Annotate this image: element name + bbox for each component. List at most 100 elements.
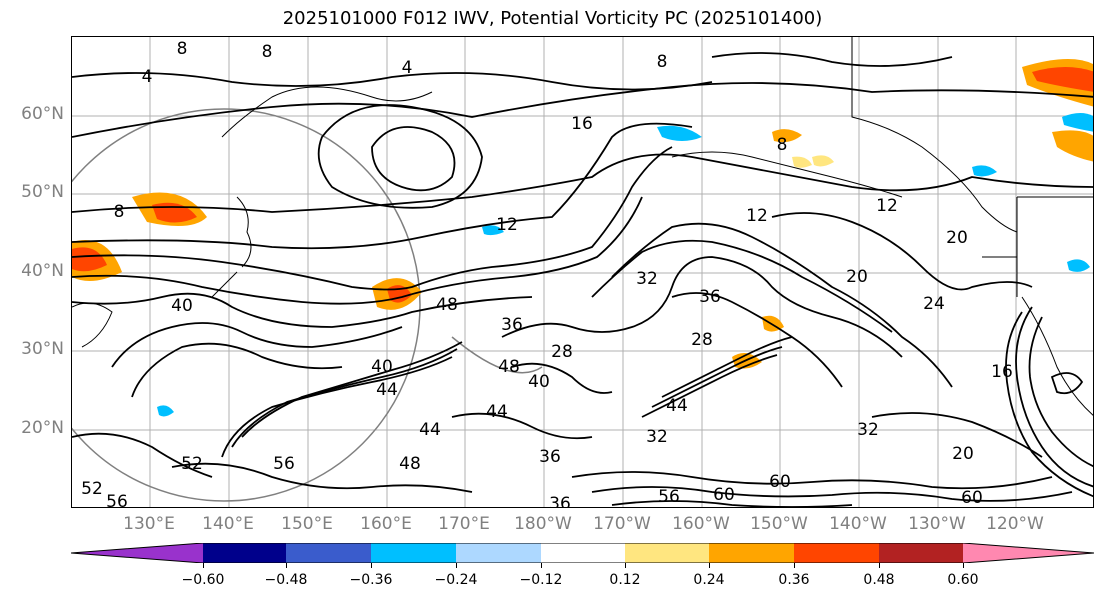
iwv-contours bbox=[72, 52, 1093, 507]
contour-label: 4 bbox=[402, 58, 413, 78]
contour-label: 36 bbox=[549, 494, 571, 508]
colorbar-tick-label: 0.36 bbox=[778, 572, 810, 588]
contour-label: 32 bbox=[857, 420, 879, 440]
contour-label: 16 bbox=[991, 362, 1013, 382]
lon-label-120w: 120°W bbox=[986, 514, 1044, 534]
contour-label: 40 bbox=[371, 357, 393, 377]
contour-label: 56 bbox=[273, 454, 295, 474]
contour-label: 48 bbox=[498, 357, 520, 377]
contour-label: 52 bbox=[181, 454, 203, 474]
contour-label: 60 bbox=[769, 472, 791, 492]
contour-label: 60 bbox=[713, 485, 735, 505]
colorbar-tick-label: 0.48 bbox=[863, 572, 895, 588]
contour-label: 16 bbox=[571, 114, 593, 134]
colorbar-segment bbox=[625, 543, 709, 563]
contour-label: 12 bbox=[876, 196, 898, 216]
shade-yellow bbox=[792, 156, 812, 168]
colorbar-tick-label: 0.24 bbox=[693, 572, 725, 588]
contour-label: 56 bbox=[106, 492, 128, 508]
lon-label-140w: 140°W bbox=[829, 514, 887, 534]
contour-label: 56 bbox=[658, 487, 680, 507]
contour-label: 48 bbox=[436, 295, 458, 315]
contour-label: 8 bbox=[777, 135, 788, 155]
graticule bbox=[72, 37, 1093, 507]
contour-label: 20 bbox=[952, 444, 974, 464]
map-panel: 8 4 8 4 16 8 8 8 12 12 12 20 20 24 40 48… bbox=[71, 36, 1094, 508]
shade-blue bbox=[657, 125, 702, 141]
contour-label: 28 bbox=[551, 342, 573, 362]
colorbar-segment bbox=[963, 543, 1094, 563]
contour-label: 40 bbox=[528, 372, 550, 392]
contour-label: 8 bbox=[177, 39, 188, 59]
contour-label: 8 bbox=[657, 52, 668, 72]
shade-blue bbox=[972, 165, 997, 177]
contour-label: 36 bbox=[501, 315, 523, 335]
contour-label: 20 bbox=[846, 267, 868, 287]
contour-label: 60 bbox=[961, 488, 983, 508]
shade-blue bbox=[482, 225, 504, 236]
colorbar-tickmark bbox=[456, 563, 457, 568]
colorbar-segment bbox=[71, 543, 203, 563]
lon-label-160w: 160°W bbox=[672, 514, 730, 534]
contour-label: 12 bbox=[746, 206, 768, 226]
lon-label-180w: 180°W bbox=[514, 514, 572, 534]
shade-red bbox=[72, 247, 107, 272]
shade-blue bbox=[1067, 259, 1090, 272]
shade-orange bbox=[1052, 130, 1093, 162]
lat-label-60n: 60°N bbox=[21, 104, 64, 124]
range-circle bbox=[72, 108, 543, 502]
lon-label-150e: 150°E bbox=[281, 514, 333, 534]
contour-label: 8 bbox=[114, 202, 125, 222]
colorbar-tickmark bbox=[879, 563, 880, 568]
colorbar-tick-label: −0.12 bbox=[519, 572, 563, 588]
contour-label: 12 bbox=[496, 215, 518, 235]
colorbar-tickmark bbox=[371, 563, 372, 568]
colorbar-segment bbox=[286, 543, 371, 563]
contour-label: 36 bbox=[699, 287, 721, 307]
lon-label-160e: 160°E bbox=[360, 514, 412, 534]
shade-yellow bbox=[812, 155, 834, 167]
contour-label: 32 bbox=[636, 269, 658, 289]
lon-label-170e: 170°E bbox=[438, 514, 490, 534]
colorbar-tick-label: 0.12 bbox=[609, 572, 641, 588]
colorbar-segment bbox=[456, 543, 541, 563]
contour-label: 20 bbox=[946, 228, 968, 248]
contour-label: 44 bbox=[666, 396, 688, 416]
contour-label: 44 bbox=[486, 402, 508, 422]
colorbar-tickmark bbox=[203, 563, 204, 568]
colorbar-segment bbox=[794, 543, 879, 563]
map-canvas: 8 4 8 4 16 8 8 8 12 12 12 20 20 24 40 48… bbox=[72, 37, 1093, 508]
lat-label-40n: 40°N bbox=[21, 261, 64, 281]
shade-blue bbox=[157, 405, 174, 417]
lat-label-50n: 50°N bbox=[21, 182, 64, 202]
colorbar-tick-label: −0.48 bbox=[264, 572, 308, 588]
lat-label-30n: 30°N bbox=[21, 339, 64, 359]
lon-label-150w: 150°W bbox=[750, 514, 808, 534]
colorbar-segment bbox=[541, 543, 625, 563]
contour-label: 48 bbox=[399, 454, 421, 474]
colorbar-tickmark bbox=[625, 563, 626, 568]
colorbar bbox=[71, 543, 1094, 563]
lon-label-130e: 130°E bbox=[123, 514, 175, 534]
contour-label: 52 bbox=[81, 479, 103, 499]
map-title: 2025101000 F012 IWV, Potential Vorticity… bbox=[282, 8, 823, 29]
coastlines bbox=[72, 37, 1093, 416]
lat-label-20n: 20°N bbox=[21, 418, 64, 438]
pv-shading bbox=[72, 58, 1093, 417]
contour-label: 36 bbox=[539, 447, 561, 467]
lon-label-170w: 170°W bbox=[593, 514, 651, 534]
lon-label-140e: 140°E bbox=[202, 514, 254, 534]
colorbar-segment bbox=[709, 543, 794, 563]
colorbar-segment bbox=[371, 543, 456, 563]
contour-label: 24 bbox=[923, 294, 945, 314]
colorbar-tickmark bbox=[541, 563, 542, 568]
colorbar-tickmark bbox=[963, 563, 964, 568]
contour-label: 32 bbox=[646, 427, 668, 447]
colorbar-tick-label: −0.24 bbox=[434, 572, 478, 588]
colorbar-tickmark bbox=[794, 563, 795, 568]
colorbar-tick-label: −0.36 bbox=[349, 572, 393, 588]
contour-label: 4 bbox=[142, 67, 153, 87]
shade-orange bbox=[772, 129, 802, 143]
contour-label: 40 bbox=[171, 296, 193, 316]
colorbar-segment bbox=[879, 543, 963, 563]
